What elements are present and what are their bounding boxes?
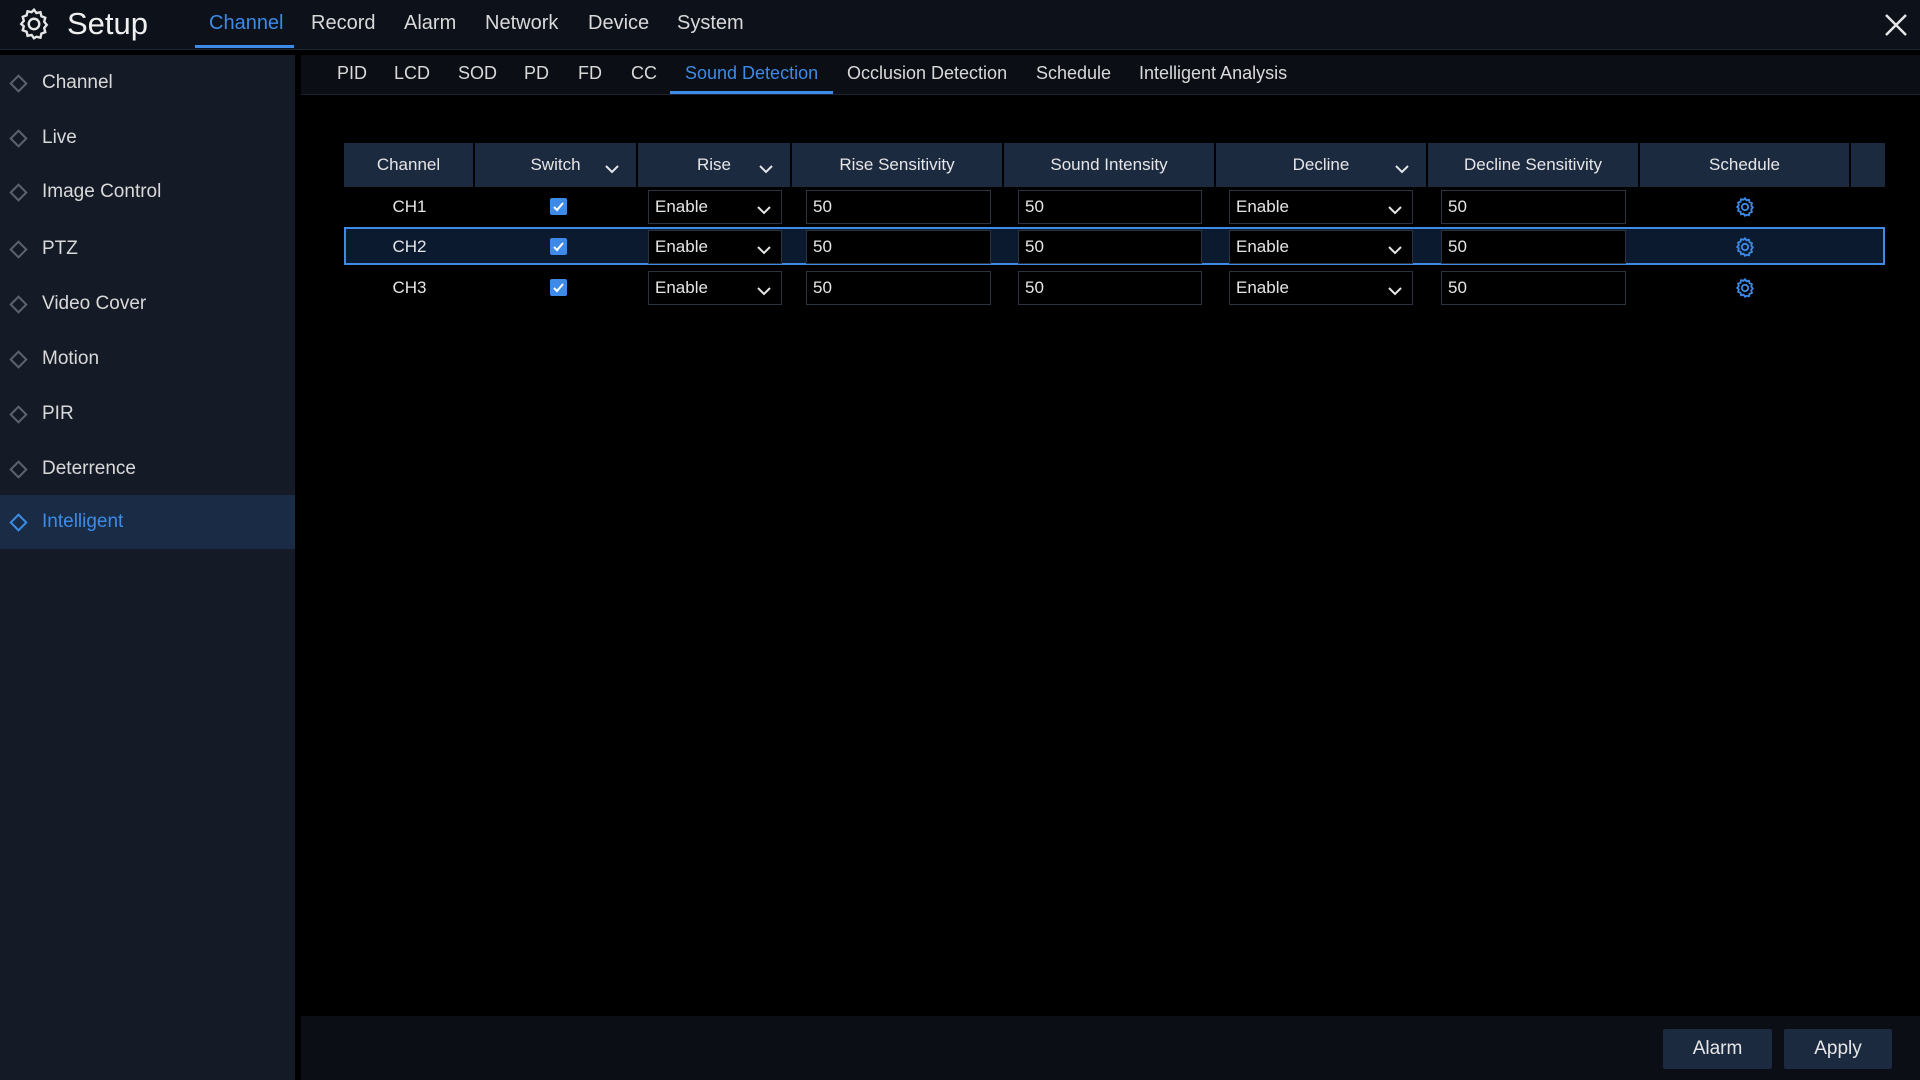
rise-sensitivity-input[interactable]: 50	[806, 230, 991, 264]
channel-name: CH1	[392, 197, 427, 216]
active-subtab-underline	[670, 91, 833, 94]
sub-tab[interactable]: CC	[631, 63, 657, 83]
column-header: Switch	[475, 143, 638, 187]
sound-intensity-input[interactable]: 50	[1018, 230, 1202, 264]
sub-tab[interactable]: Occlusion Detection	[847, 63, 1008, 83]
column-header: Channel	[344, 143, 475, 187]
sidebar-label: Motion	[42, 348, 100, 369]
column-header	[1851, 143, 1887, 187]
nav-tab[interactable]: Channel	[209, 12, 284, 34]
sidebar-label: PTZ	[42, 238, 78, 259]
settings-icon	[19, 7, 49, 40]
switch-checkbox[interactable]	[550, 198, 567, 215]
switch-checkbox[interactable]	[550, 238, 567, 255]
sound-intensity-input[interactable]: 50	[1018, 271, 1202, 305]
rise-select[interactable]: Enable	[648, 271, 782, 305]
nav-tab[interactable]: System	[677, 12, 744, 34]
sidebar-label: Video Cover	[42, 293, 147, 314]
rise-sensitivity-input[interactable]: 50	[806, 190, 991, 224]
dropdown-arrow	[756, 202, 772, 215]
sound-intensity-input[interactable]: 50	[1018, 190, 1202, 224]
column-header: Schedule	[1640, 143, 1851, 187]
decline-select[interactable]: Enable	[1229, 271, 1413, 305]
top-bar	[0, 0, 1920, 50]
sidebar-label: Intelligent	[42, 511, 124, 532]
bottom-bar	[301, 1016, 1920, 1080]
column-header: Sound Intensity	[1004, 143, 1216, 187]
sub-tab[interactable]: Sound Detection	[685, 63, 819, 83]
dropdown-arrow	[758, 161, 774, 174]
sidebar-item[interactable]: Channel	[0, 56, 295, 110]
sub-tab[interactable]: FD	[578, 63, 602, 83]
decline-select[interactable]: Enable	[1229, 230, 1413, 264]
sidebar-item[interactable]: PTZ	[0, 222, 295, 276]
sidebar-label: Image Control	[42, 181, 162, 202]
sub-tab[interactable]: PD	[524, 63, 550, 83]
sub-tab-bar	[301, 55, 1920, 95]
sidebar-item[interactable]: Deterrence	[0, 442, 295, 496]
active-tab-underline	[195, 45, 294, 48]
sidebar-item[interactable]: Motion	[0, 332, 295, 386]
rise-sensitivity-input[interactable]: 50	[806, 271, 991, 305]
sidebar-label: PIR	[42, 403, 74, 424]
dropdown-arrow	[756, 283, 772, 296]
channel-name: CH3	[392, 278, 427, 297]
dropdown-arrow	[1394, 161, 1410, 174]
decline-sensitivity-input[interactable]: 50	[1441, 271, 1626, 305]
schedule-settings[interactable]	[1734, 236, 1756, 258]
sidebar	[0, 55, 295, 1080]
dropdown-arrow	[1387, 283, 1403, 296]
nav-tab[interactable]: Network	[485, 12, 559, 34]
decline-sensitivity-input[interactable]: 50	[1441, 230, 1626, 264]
dropdown-arrow	[1387, 242, 1403, 255]
sidebar-item[interactable]: Live	[0, 111, 295, 165]
dropdown-arrow	[1387, 202, 1403, 215]
sub-tab[interactable]: Intelligent Analysis	[1139, 63, 1288, 83]
page-title: Setup	[67, 6, 149, 41]
rise-select[interactable]: Enable	[648, 230, 782, 264]
channel-name: CH2	[392, 237, 427, 256]
sub-tab[interactable]: SOD	[458, 63, 498, 83]
sidebar-label: Deterrence	[42, 458, 136, 479]
schedule-settings[interactable]	[1734, 277, 1756, 299]
decline-select[interactable]: Enable	[1229, 190, 1413, 224]
sub-tab[interactable]: PID	[337, 63, 368, 83]
column-header: Rise Sensitivity	[792, 143, 1004, 187]
sub-tab[interactable]: LCD	[394, 63, 431, 83]
sidebar-label: Channel	[42, 72, 113, 93]
sidebar-item[interactable]: Video Cover	[0, 277, 295, 331]
nav-tab[interactable]: Record	[311, 12, 376, 34]
column-header: Rise	[638, 143, 792, 187]
sidebar-label: Live	[42, 127, 77, 148]
close-button[interactable]	[1884, 13, 1908, 37]
sub-tab[interactable]: Schedule	[1036, 63, 1112, 83]
dropdown-arrow	[604, 161, 620, 174]
action-button[interactable]: Apply	[1784, 1029, 1892, 1069]
column-header: Decline	[1216, 143, 1428, 187]
action-button[interactable]: Alarm	[1663, 1029, 1772, 1069]
nav-tab[interactable]: Alarm	[404, 12, 457, 34]
decline-sensitivity-input[interactable]: 50	[1441, 190, 1626, 224]
sidebar-item[interactable]: Image Control	[0, 165, 295, 219]
rise-select[interactable]: Enable	[648, 190, 782, 224]
switch-checkbox[interactable]	[550, 279, 567, 296]
sidebar-item[interactable]: Intelligent	[0, 495, 295, 549]
schedule-settings[interactable]	[1734, 196, 1756, 218]
column-header: Decline Sensitivity	[1428, 143, 1640, 187]
dropdown-arrow	[756, 242, 772, 255]
nav-tab[interactable]: Device	[588, 12, 650, 34]
sidebar-item[interactable]: PIR	[0, 387, 295, 441]
